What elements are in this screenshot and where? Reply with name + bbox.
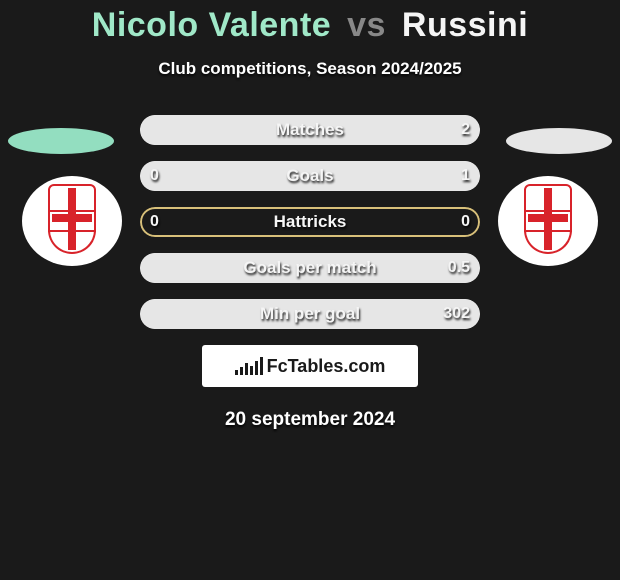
stat-row: Goals per match0.5 [140,253,480,283]
stat-row: 0Goals1 [140,161,480,191]
stat-label: Goals [140,161,480,191]
stat-value-right: 0 [461,207,470,237]
brand-bars-icon [235,357,263,375]
stat-value-right: 2 [461,115,470,145]
stat-label: Min per goal [140,299,480,329]
stats-bars: Matches20Goals10Hattricks0Goals per matc… [0,115,620,329]
stat-value-right: 0.5 [448,253,470,283]
brand-badge: FcTables.com [202,345,418,387]
player1-name: Nicolo Valente [92,6,331,44]
vs-separator: vs [347,6,386,44]
infographic-root: Nicolo Valente vs Russini Club competiti… [0,0,620,431]
brand-text: FcTables.com [267,356,386,377]
stat-value-right: 302 [443,299,470,329]
stat-label: Hattricks [140,207,480,237]
subtitle: Club competitions, Season 2024/2025 [0,59,620,79]
stat-row: Min per goal302 [140,299,480,329]
stat-value-right: 1 [461,161,470,191]
stat-label: Goals per match [140,253,480,283]
stat-label: Matches [140,115,480,145]
date-text: 20 september 2024 [0,409,620,431]
page-title: Nicolo Valente vs Russini [0,6,620,45]
stat-row: Matches2 [140,115,480,145]
stat-row: 0Hattricks0 [140,207,480,237]
player2-name: Russini [402,6,528,44]
